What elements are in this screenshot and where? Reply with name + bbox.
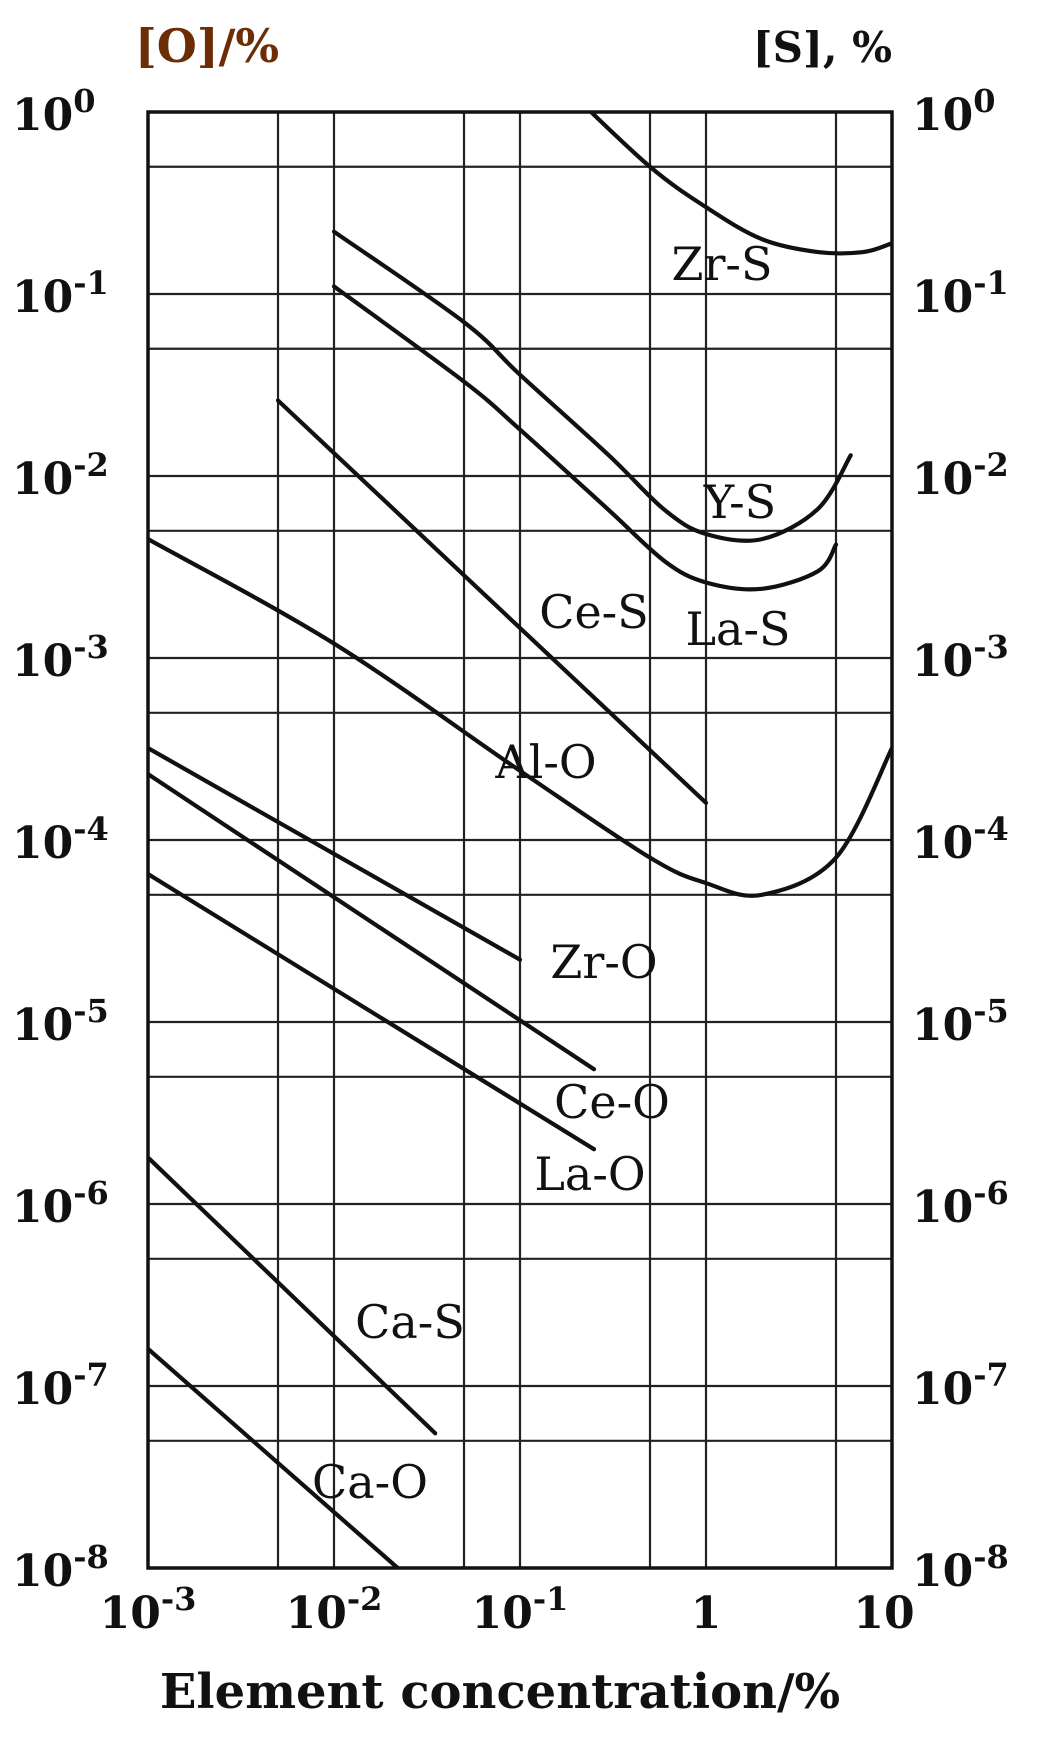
y-tick-left-label-exponent: -5 <box>73 992 109 1030</box>
grid-lines <box>146 110 894 1570</box>
y-tick-left-label-exponent: 0 <box>73 82 95 120</box>
series-line-y-s <box>331 229 853 543</box>
x-tick-label-base: 10 <box>472 1588 533 1639</box>
series-curves <box>148 112 892 1568</box>
y-tick-right-label-base: 10 <box>912 818 973 869</box>
series-line-zr-o <box>148 745 523 962</box>
series-line-ce-s <box>275 398 709 805</box>
curve-label-la-o: La-O <box>534 1147 645 1201</box>
y-tick-left-label-base: 10 <box>12 272 73 323</box>
curve-label-ca-s: Ca-S <box>355 1295 465 1349</box>
y-tick-right-label-exponent: -7 <box>973 1356 1009 1394</box>
y-tick-left-label-base: 10 <box>12 90 73 141</box>
y-tick-left-label: 100 <box>12 82 96 141</box>
y-tick-right-label: 10-5 <box>912 992 1009 1051</box>
curve-label-al-o: Al-O <box>494 735 596 789</box>
y-tick-right-label-base: 10 <box>912 90 973 141</box>
x-tick-label: 10-2 <box>286 1580 383 1639</box>
series-line-zr-s <box>588 112 892 256</box>
y-tick-left-label: 10-4 <box>12 810 109 869</box>
curve-label-y-s: Y-S <box>703 475 776 529</box>
curve-label-zr-o: Zr-O <box>550 935 657 989</box>
y-tick-right-label: 10-2 <box>912 446 1009 505</box>
y-tick-right-label-base: 10 <box>912 272 973 323</box>
y-tick-left-label-exponent: -7 <box>73 1356 109 1394</box>
y-tick-left-label: 10-5 <box>12 992 109 1051</box>
curve-label-la-s: La-S <box>685 602 790 656</box>
x-tick-label-base: 10 <box>100 1588 161 1639</box>
y-tick-right-label: 10-7 <box>912 1356 1009 1415</box>
x-tick-label-base: 10 <box>286 1588 347 1639</box>
y-tick-right-label-exponent: -5 <box>973 992 1009 1030</box>
x-tick-label: 10 <box>853 1588 914 1639</box>
y-tick-right-label: 100 <box>912 82 996 141</box>
y-tick-right-label-base: 10 <box>912 1546 973 1597</box>
y-tick-left-label-exponent: -2 <box>73 446 109 484</box>
y-tick-left-label-exponent: -1 <box>73 264 109 302</box>
series-line-la-o <box>148 871 597 1152</box>
series-line-ca-s <box>148 1155 438 1436</box>
y-tick-left-label-base: 10 <box>12 1000 73 1051</box>
y-tick-right-label-base: 10 <box>912 636 973 687</box>
y-tick-right-label: 10-1 <box>912 264 1009 323</box>
x-tick-label-exponent: -2 <box>347 1580 383 1618</box>
curve-labels: Zr-S Y-S La-S Ce-S Al-O Zr-O Ce-O La-O Ca-S Ca-O <box>312 237 790 1509</box>
y-tick-left-label-exponent: -6 <box>73 1174 109 1212</box>
y-tick-right-label-exponent: -8 <box>973 1538 1009 1576</box>
curve-label-ce-s: Ce-S <box>539 585 648 639</box>
y-tick-left-label-base: 10 <box>12 636 73 687</box>
series-line-la-s <box>331 284 839 592</box>
x-tick-label: 1 <box>691 1588 722 1639</box>
x-tick-label-base: 1 <box>691 1588 722 1639</box>
y-tick-right-label: 10-8 <box>912 1538 1009 1597</box>
y-tick-right-label-exponent: -2 <box>973 446 1009 484</box>
y-tick-left-label-base: 10 <box>12 1182 73 1233</box>
y-tick-left-label-base: 10 <box>12 1546 73 1597</box>
y-tick-right-label: 10-4 <box>912 810 1009 869</box>
x-axis-label: Element concentration/% <box>160 1664 840 1720</box>
y-tick-left-label-exponent: -3 <box>73 628 109 666</box>
y-tick-right-label: 10-6 <box>912 1174 1009 1233</box>
y-tick-right-label-exponent: -1 <box>973 264 1009 302</box>
x-tick-label: 10-3 <box>100 1580 197 1639</box>
curve-label-zr-s: Zr-S <box>671 237 772 291</box>
y-tick-right-label-exponent: -4 <box>973 810 1009 848</box>
x-tick-label-exponent: -1 <box>533 1580 569 1618</box>
y-tick-left-label: 10-7 <box>12 1356 109 1415</box>
y-tick-left-label: 10-2 <box>12 446 109 505</box>
y-axis-right-label: [S], % <box>753 23 892 72</box>
y-tick-right-label-exponent: -6 <box>973 1174 1009 1212</box>
curve-label-ce-o: Ce-O <box>554 1075 670 1129</box>
y-tick-right-label-base: 10 <box>912 1364 973 1415</box>
y-tick-right-label-base: 10 <box>912 454 973 505</box>
y-tick-right-label-base: 10 <box>912 1182 973 1233</box>
y-tick-left-label-base: 10 <box>12 818 73 869</box>
y-tick-right-label: 10-3 <box>912 628 1009 687</box>
y-tick-right-label-exponent: -3 <box>973 628 1009 666</box>
series-line-al-o <box>148 537 892 898</box>
y-tick-left-label: 10-3 <box>12 628 109 687</box>
y-tick-right-label-base: 10 <box>912 1000 973 1051</box>
y-tick-left-label-base: 10 <box>12 1364 73 1415</box>
y-tick-left-label: 10-1 <box>12 264 109 323</box>
y-tick-right-label-exponent: 0 <box>973 82 995 120</box>
plot-frame <box>146 110 894 1570</box>
x-tick-label-exponent: -3 <box>161 1580 197 1618</box>
y-tick-left-label: 10-6 <box>12 1174 109 1233</box>
y-tick-left-label: 10-8 <box>12 1538 109 1597</box>
x-tick-label-base: 10 <box>853 1588 914 1639</box>
x-tick-label: 10-1 <box>472 1580 569 1639</box>
series-line-ce-o <box>148 772 597 1072</box>
y-tick-left-label-exponent: -8 <box>73 1538 109 1576</box>
y-tick-left-label-exponent: -4 <box>73 810 109 848</box>
y-tick-left-label-base: 10 <box>12 454 73 505</box>
series-line-ca-o <box>148 1346 400 1568</box>
curve-label-ca-o: Ca-O <box>312 1455 428 1509</box>
y-axis-left-label: [O]/% <box>135 19 279 73</box>
